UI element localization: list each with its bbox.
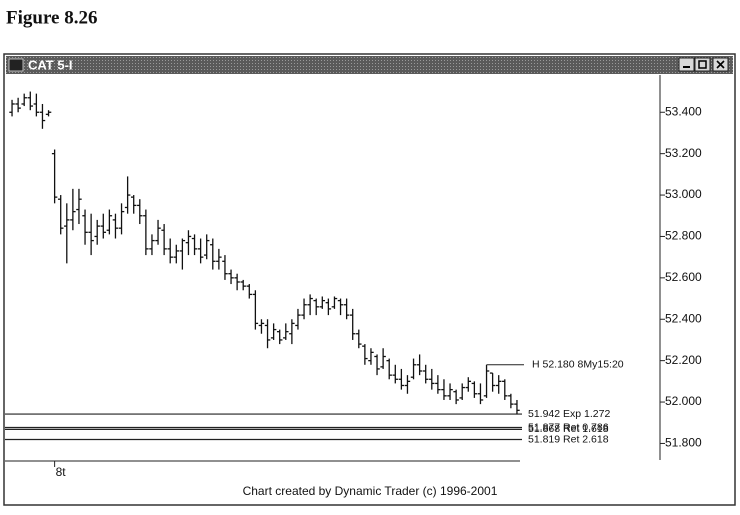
level-label: 51.819 Ret 2.618 — [528, 433, 609, 445]
x-tick-label: 8t — [56, 465, 67, 479]
annotation-label: H 52.180 8My15:20 — [532, 359, 624, 371]
y-tick-label: 53.200 — [665, 146, 702, 160]
level-label: 51.877 Ret 0.786 — [528, 421, 609, 433]
level-label: 51.868 Ret 1.618 — [528, 423, 609, 435]
y-tick-label: 52.600 — [665, 270, 702, 284]
window-icon — [8, 58, 24, 72]
y-tick-label: 51.800 — [665, 436, 702, 450]
y-tick-label: 52.000 — [665, 394, 702, 408]
y-tick-label: 52.400 — [665, 311, 702, 325]
maximize-button[interactable] — [694, 57, 711, 72]
y-tick-label: 52.200 — [665, 353, 702, 367]
window-frame — [3, 53, 736, 506]
minimize-button[interactable] — [678, 57, 695, 72]
title-bar — [6, 56, 733, 74]
window-title: CAT 5-I — [28, 57, 73, 72]
figure-label: Figure 8.26 — [6, 7, 97, 28]
window-buttons[interactable] — [678, 57, 729, 72]
level-label: 51.942 Exp 1.272 — [528, 408, 610, 420]
y-tick-label: 53.400 — [665, 104, 702, 118]
y-tick-label: 52.800 — [665, 229, 702, 243]
y-tick-label: 53.000 — [665, 187, 702, 201]
footer: Chart created by Dynamic Trader (c) 1996… — [243, 484, 498, 498]
